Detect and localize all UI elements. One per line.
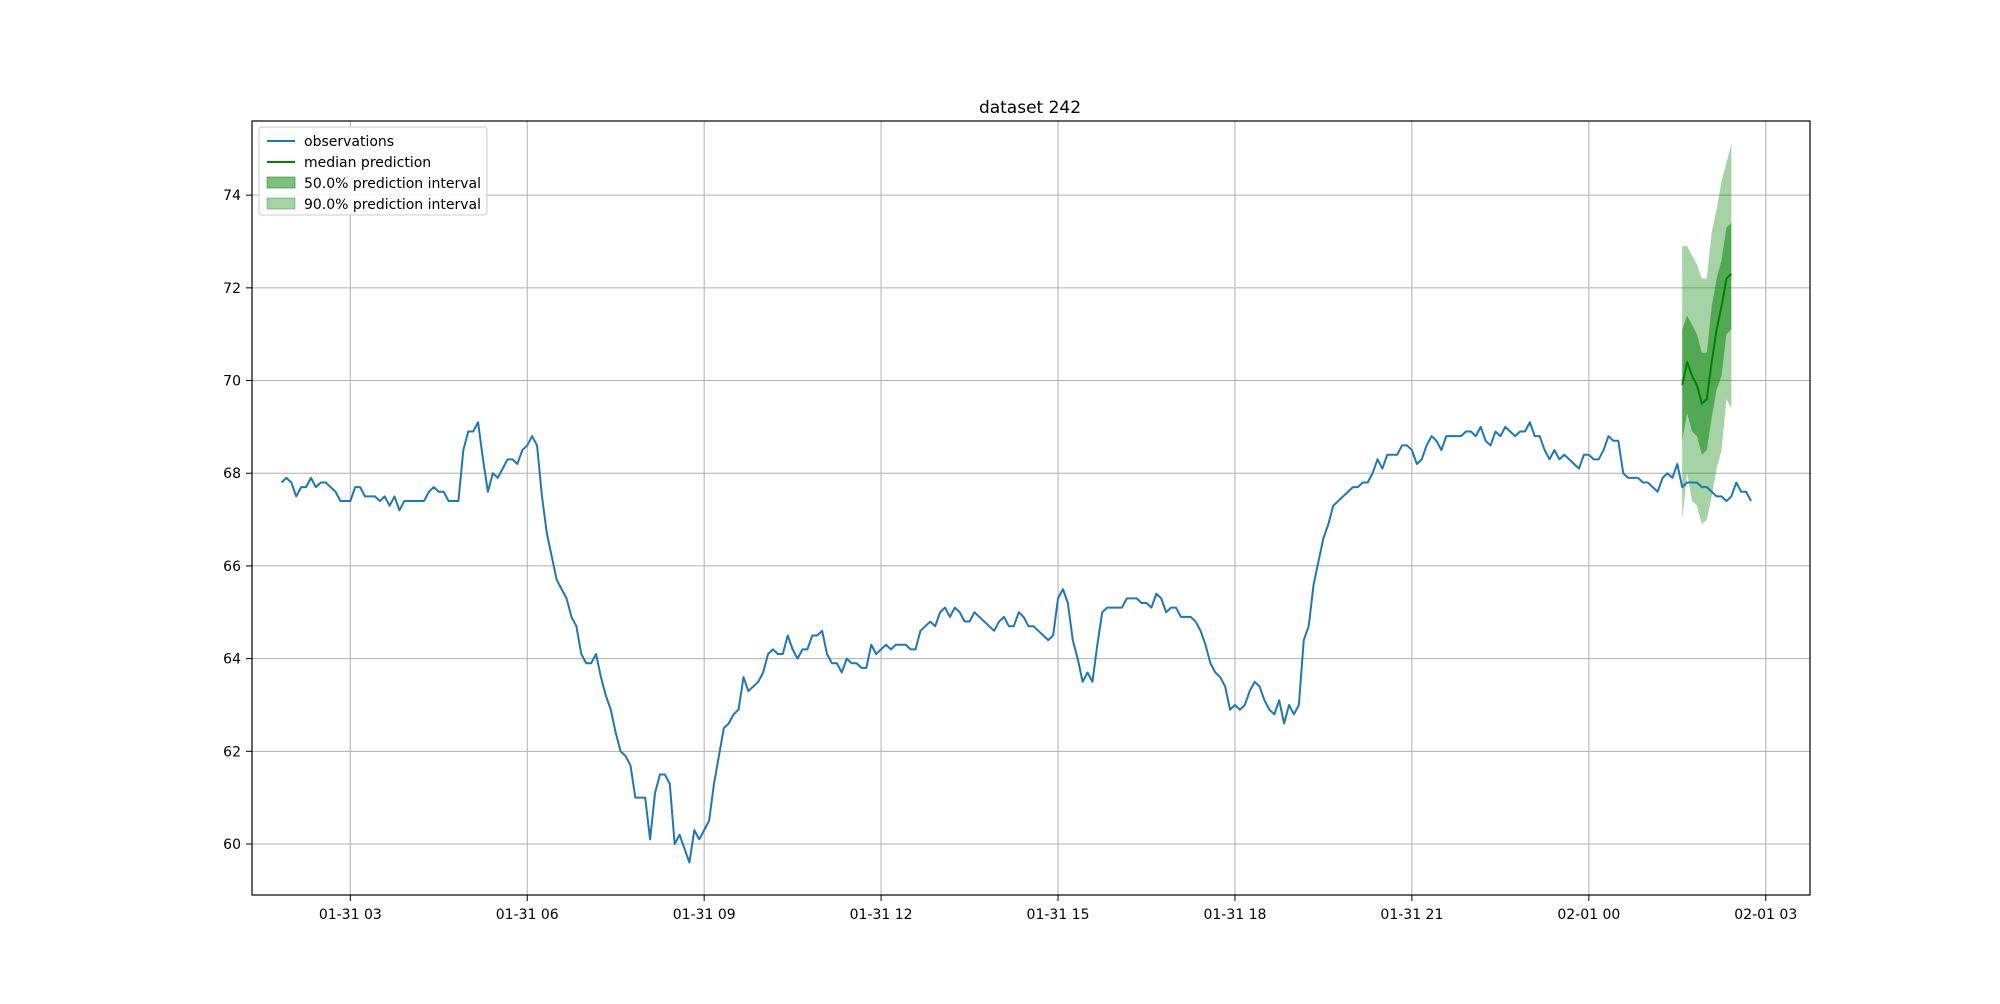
- x-tick-label: 01-31 18: [1203, 907, 1266, 923]
- legend-box: [258, 126, 488, 216]
- x-tick-label: 01-31 15: [1027, 907, 1090, 923]
- x-tick-label: 01-31 21: [1380, 907, 1443, 923]
- median-prediction-line: [1681, 273, 1733, 405]
- observations-line: [280, 421, 1752, 864]
- x-tick-label: 01-31 03: [319, 907, 382, 923]
- y-tick-label: 74: [223, 188, 241, 204]
- x-axis-ticks: 01-31 03 01-31 06 01-31 09 01-31 12 01-31 15…: [319, 895, 1797, 923]
- legend: observations median prediction 50.0% predi…: [258, 126, 488, 216]
- legend-label: 50.0% prediction interval: [304, 176, 481, 192]
- legend-entry: observations: [267, 134, 394, 150]
- legend-label: 90.0% prediction interval: [304, 197, 481, 213]
- y-tick-label: 64: [223, 652, 241, 668]
- x-tick-label: 01-31 12: [850, 907, 913, 923]
- x-tick-label: 01-31 09: [673, 907, 736, 923]
- y-axis-ticks: 60 62 64 66 68 70 72 74: [223, 188, 252, 853]
- median-layer: [1681, 273, 1733, 405]
- y-tick-label: 68: [223, 466, 241, 482]
- x-tick-label: 02-01 00: [1557, 907, 1620, 923]
- legend-label: observations: [304, 134, 394, 150]
- legend-label: median prediction: [304, 155, 431, 171]
- observations-layer: [280, 421, 1752, 864]
- legend-entry: 50.0% prediction interval: [266, 176, 481, 192]
- x-tick-label: 02-01 03: [1734, 907, 1797, 923]
- grid: [252, 121, 1810, 895]
- y-tick-label: 72: [223, 281, 241, 297]
- interval-50-band: [1682, 222, 1732, 455]
- legend-entry: 90.0% prediction interval: [266, 197, 481, 213]
- y-tick-label: 62: [223, 744, 241, 760]
- y-tick-label: 60: [223, 837, 241, 853]
- interval-50-layer: [1682, 222, 1732, 455]
- plot-frame: [251, 120, 1811, 896]
- chart-title: dataset 242: [979, 98, 1081, 118]
- y-tick-label: 70: [223, 374, 241, 390]
- y-tick-label: 66: [223, 559, 241, 575]
- legend-entry: median prediction: [267, 155, 431, 171]
- x-tick-label: 01-31 06: [496, 907, 559, 923]
- legend-patch-swatch: [266, 197, 296, 210]
- legend-patch-swatch: [266, 176, 296, 189]
